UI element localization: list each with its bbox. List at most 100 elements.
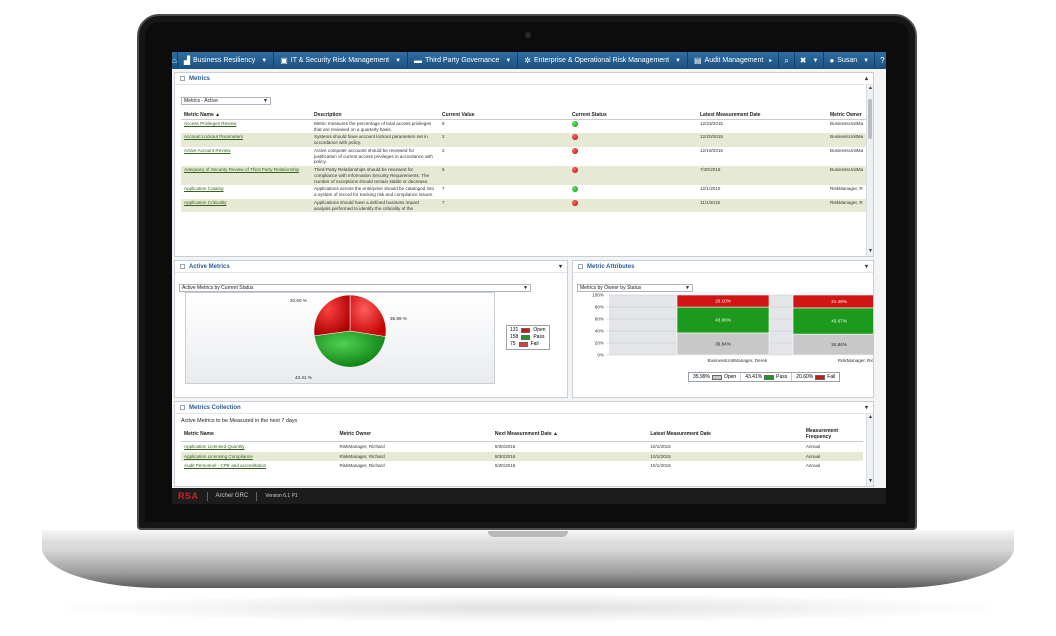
nav-label: IT & Security Risk Management — [290, 57, 390, 64]
collapse-icon[interactable]: ▾ — [864, 405, 868, 411]
panel-header: Metrics Collection ▾ — [175, 402, 873, 414]
metric-link[interactable]: Audit Personnel - CPE and accreditation — [184, 463, 267, 469]
y-tick-label: 60% — [595, 317, 604, 322]
tools-button[interactable]: ✖ ▼ — [795, 52, 825, 69]
select-value: Metrics by Owner by Status — [580, 285, 642, 291]
legend-value: 43.41% — [745, 374, 763, 380]
active-metrics-select[interactable]: Active Metrics by Current Status ▼ — [179, 284, 531, 292]
legend-swatch — [764, 374, 775, 380]
metrics-view-select[interactable]: Metrics - Active ▼ — [181, 97, 271, 105]
column-header[interactable]: Latest Measurement Date — [697, 111, 827, 120]
help-button[interactable]: ? — [875, 52, 886, 69]
table-row: Application Licensing Compliance RiskMan… — [181, 451, 863, 462]
metric-date: 7/30/2015 — [697, 166, 827, 186]
owner-status-bar-chart: 100% 80% 60% 40% 20% 0% 36.84% 43.06% 20.10% Busi… — [592, 293, 873, 363]
metric-owner: RiskManager, R — [827, 198, 873, 213]
bar-pass — [676, 306, 770, 334]
metric-link[interactable]: Application Licensed Quantity — [184, 444, 245, 449]
collection-scrollbar[interactable]: ▲ ▼ — [866, 414, 873, 486]
panel-grip-icon — [578, 264, 583, 269]
nav-third-party[interactable]: ▬ Third Party Governance ▼ — [408, 52, 519, 69]
legend-label: Pass — [533, 334, 545, 340]
metric-link[interactable]: Active Account Review — [184, 147, 231, 153]
gear-icon: ✲ — [524, 55, 531, 65]
legend-label: Pass — [776, 374, 788, 380]
chevron-down-icon: ▼ — [863, 57, 870, 64]
column-header[interactable]: Current Status — [569, 111, 697, 120]
collection-subtitle: Active Metrics to be Measured in the nex… — [181, 418, 298, 424]
column-header[interactable]: Measurement Frequency — [802, 427, 863, 442]
scroll-up-icon[interactable]: ▲ — [868, 414, 873, 420]
select-value: Metrics - Active — [184, 98, 218, 104]
sort-asc-icon: ▲ — [552, 431, 558, 437]
panel-grip-icon — [180, 76, 185, 81]
bar-value-label: 43.06% — [715, 318, 731, 323]
scroll-thumb[interactable] — [868, 99, 872, 139]
app-footer: RSA Archer GRC Version 6.1 P1 — [172, 488, 886, 504]
legend-value: 20.60% — [796, 374, 814, 380]
metric-link[interactable]: Application Catalog — [184, 186, 224, 192]
metric-link[interactable]: Adequacy of Security Review of Third Par… — [184, 167, 300, 173]
scroll-down-icon[interactable]: ▼ — [868, 248, 873, 254]
collection-table-wrap: Metric Name Metric Owner Next Measuremen… — [175, 427, 873, 471]
metric-link[interactable]: Application Criticality — [184, 199, 227, 205]
column-header[interactable]: Metric Owner — [336, 427, 492, 442]
column-header[interactable]: Metric Name — [181, 427, 337, 442]
home-button[interactable]: ⌂ — [172, 52, 178, 69]
x-category-label: BusinessUnitManager, Derek — [708, 358, 768, 363]
status-red-icon — [572, 147, 578, 154]
metric-attributes-select[interactable]: Metrics by Owner by Status ▼ — [577, 284, 693, 292]
nav-enterprise-risk[interactable]: ✲ Enterprise & Operational Risk Manageme… — [518, 52, 688, 69]
column-header[interactable]: Metric Name ▲ — [181, 111, 311, 120]
pie-slice-fail — [313, 294, 351, 337]
column-header[interactable]: Metric Owner — [827, 111, 873, 120]
scroll-up-icon[interactable]: ▲ — [868, 85, 873, 91]
legend-item-pass: 158 Pass — [510, 334, 546, 341]
truck-icon: ▬ — [414, 55, 423, 65]
lock-icon: ▣ — [280, 55, 288, 65]
legend-item-pass: 43.41% Pass — [741, 373, 793, 381]
metrics-scrollbar[interactable]: ▲ ▼ — [866, 85, 873, 256]
legend-swatch — [815, 374, 826, 380]
collapse-icon[interactable]: ▾ — [864, 264, 868, 270]
chevron-down-icon: ▼ — [395, 57, 402, 64]
version-text: Version 6.1 P1 — [265, 493, 298, 499]
metric-owner: RiskManager, Richard — [339, 444, 385, 449]
user-menu[interactable]: ● Susan ▼ — [824, 52, 876, 69]
legend-label: Open — [533, 327, 546, 333]
metric-description: Applications should have a defined busin… — [311, 198, 439, 213]
metric-owner: RiskManager, R — [830, 186, 863, 192]
rsa-logo: RSA — [178, 491, 199, 501]
status-red-icon — [572, 199, 578, 206]
legend-label: Open — [723, 374, 737, 380]
column-header[interactable]: Latest Measurement Date — [647, 427, 803, 442]
metric-link[interactable]: Access Privileges Review — [184, 121, 237, 126]
metric-link[interactable]: Application Licensing Compliance — [184, 453, 253, 459]
table-header-row: Metric Name Metric Owner Next Measuremen… — [181, 427, 863, 442]
chevron-down-icon: ▼ — [812, 57, 819, 64]
legend-label: Fail — [530, 341, 539, 347]
metric-owner: RiskManager, Richard — [339, 463, 385, 469]
metrics-table: Metric Name ▲ Description Current Value … — [181, 111, 873, 213]
frequency: Annual — [802, 451, 863, 462]
legend-item-fail: 75 Fail — [510, 341, 546, 348]
status-green-icon — [572, 121, 578, 127]
column-header[interactable]: Description — [311, 111, 439, 120]
status-red-icon — [572, 134, 578, 141]
table-row: Application Criticality Applications sho… — [181, 198, 873, 213]
nav-audit-management[interactable]: ▤ Audit Management ▸ — [688, 52, 780, 69]
metric-link[interactable]: Account Lockout Parameters — [184, 134, 243, 140]
column-header[interactable]: Next Measurement Date ▲ — [491, 427, 648, 442]
nav-business-resiliency[interactable]: ▟ Business Resiliency ▼ — [178, 52, 275, 69]
table-header-row: Metric Name ▲ Description Current Value … — [181, 111, 873, 120]
search-button[interactable]: ⌕ — [779, 52, 795, 69]
scroll-down-icon[interactable]: ▼ — [868, 478, 873, 484]
webcam — [525, 32, 531, 38]
collapse-icon[interactable]: ▴ — [864, 76, 868, 82]
metric-description: Active computer accounts should be revie… — [314, 147, 433, 165]
collapse-icon[interactable]: ▾ — [558, 264, 562, 270]
column-header[interactable]: Current Value — [439, 111, 569, 120]
nav-it-security[interactable]: ▣ IT & Security Risk Management ▼ — [274, 52, 409, 69]
metric-date: 11/1/2015 — [697, 198, 827, 213]
